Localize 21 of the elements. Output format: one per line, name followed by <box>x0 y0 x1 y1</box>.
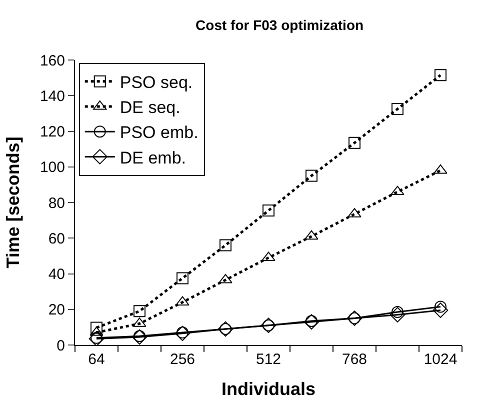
y-tick-label: 20 <box>48 302 65 319</box>
x-tick-label: 64 <box>88 351 105 368</box>
chart-title: Cost for F03 optimization <box>196 17 364 34</box>
y-tick-label: 60 <box>48 230 65 248</box>
y-tick-label: 40 <box>48 266 65 283</box>
y-tick-label: 80 <box>48 194 65 212</box>
y-tick-label: 0 <box>56 337 65 354</box>
y-tick-label: 160 <box>40 52 65 70</box>
legend-label: DE emb. <box>120 148 186 168</box>
y-tick-label: 100 <box>40 159 65 176</box>
y-axis-title: Time [seconds] <box>3 136 24 268</box>
x-tick-label: 768 <box>342 351 368 368</box>
legend-label: PSO emb. <box>120 123 198 142</box>
x-tick-label: 1024 <box>424 351 458 368</box>
legend-label: DE seq. <box>120 98 180 118</box>
x-tick-label: 512 <box>256 351 282 368</box>
y-tick-label: 120 <box>40 124 65 140</box>
x-axis-title: Individuals <box>221 379 316 400</box>
x-tick-label: 256 <box>170 351 196 368</box>
y-tick-label: 140 <box>40 88 65 105</box>
legend-label: PSO seq. <box>120 73 193 92</box>
